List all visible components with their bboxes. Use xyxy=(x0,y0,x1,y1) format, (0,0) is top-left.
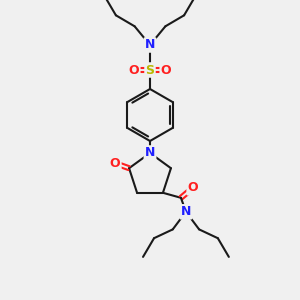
Text: O: O xyxy=(129,64,139,76)
Text: O: O xyxy=(110,157,120,170)
Text: N: N xyxy=(145,146,155,160)
Text: S: S xyxy=(146,64,154,76)
Text: N: N xyxy=(145,38,155,52)
Text: O: O xyxy=(188,181,198,194)
Text: N: N xyxy=(181,205,191,218)
Text: O: O xyxy=(161,64,171,76)
